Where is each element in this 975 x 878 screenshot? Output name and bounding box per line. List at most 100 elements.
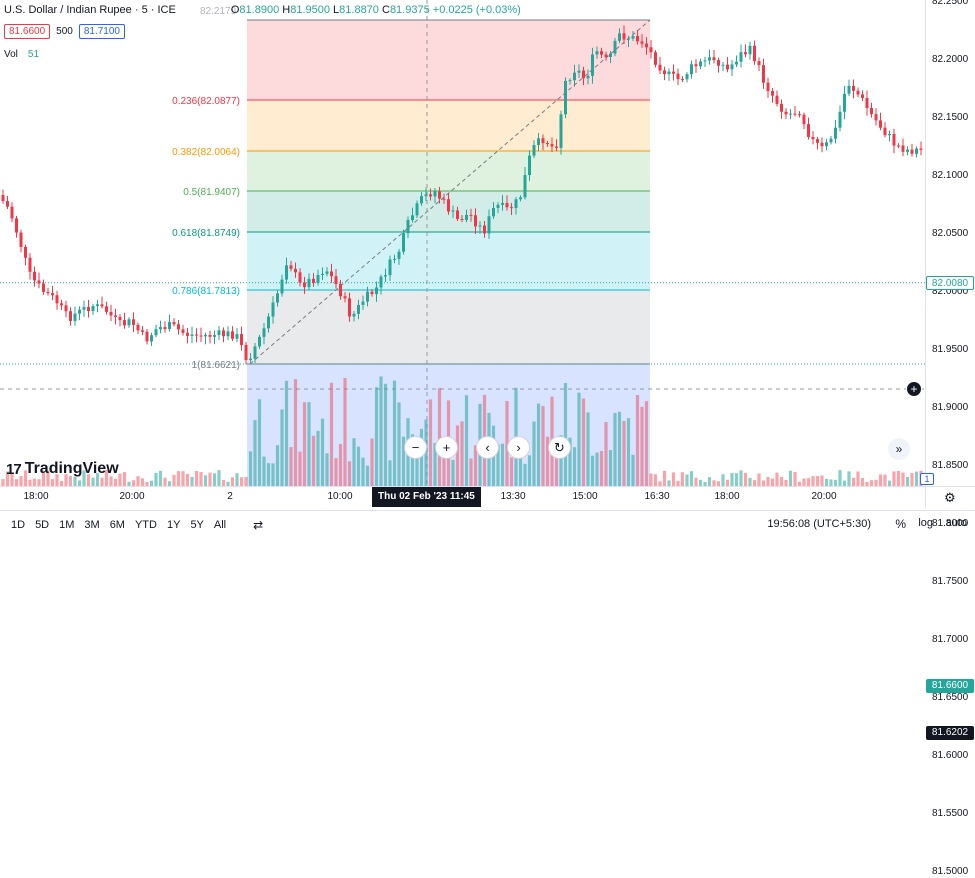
candle-body	[154, 329, 158, 336]
range-button-5y[interactable]: 5Y	[190, 518, 204, 531]
buy-button[interactable]: 81.7100	[78, 24, 125, 39]
candle-body	[100, 304, 104, 307]
time-tick: 16:30	[644, 491, 670, 502]
volume-bar	[766, 476, 770, 486]
candle-body	[325, 271, 329, 274]
volume-bar	[608, 450, 613, 486]
range-button-3m[interactable]: 3M	[84, 518, 100, 531]
volume-bar	[19, 476, 23, 486]
reset-chart-button[interactable]: ↻	[548, 436, 571, 459]
volume-bar	[428, 399, 433, 486]
chart-pane[interactable]: 0.236(82.0877) 0.382(82.0064) 0.5(81.9407)…	[0, 0, 925, 486]
candle-body	[865, 97, 869, 109]
range-button-1y[interactable]: 1Y	[166, 518, 181, 531]
candle-body	[658, 64, 662, 71]
volume-bar	[23, 470, 28, 486]
volume-bar	[208, 472, 212, 486]
range-button-1d[interactable]: 1D	[11, 518, 26, 531]
candle-body	[222, 330, 225, 337]
volume-bar	[217, 470, 221, 486]
fib-level-label: 0.382(82.0064)	[172, 147, 240, 158]
volume-bar	[95, 473, 100, 486]
candle-body	[856, 90, 860, 95]
volume-bar	[905, 476, 910, 486]
time-scale[interactable]: 20:00 18:00 16:30 15:00 13:30 10:00 2 20:00 18:0…	[0, 486, 925, 508]
volume-bar	[343, 378, 347, 486]
fib-top-label: 82.2179	[200, 6, 237, 17]
volume-bar	[415, 436, 419, 486]
clock[interactable]: 19:56:08 (UTC+5:30)	[767, 518, 871, 530]
candle-body	[807, 124, 810, 138]
scroll-left-button[interactable]: ‹	[476, 436, 499, 459]
scroll-right-button[interactable]: ›	[507, 436, 530, 459]
candle-body	[460, 218, 464, 220]
range-button-ytd[interactable]: YTD	[134, 518, 157, 531]
pane-number-badge[interactable]: 1	[920, 473, 934, 485]
candle-body	[591, 54, 594, 76]
date-range-buttons: 1D 5D 1M 3M 6M YTD 1Y 5Y All	[6, 519, 231, 531]
date-range-picker-icon[interactable]: ⇄	[253, 517, 264, 532]
add-alert-icon[interactable]: +	[906, 381, 922, 397]
candle-body	[681, 79, 684, 81]
volume-bar	[590, 455, 595, 486]
price-scale[interactable]: 82.2500 82.2000 82.1500 82.1000 82.0500 82.00…	[925, 0, 975, 877]
sell-button[interactable]: 81.6600	[4, 24, 51, 39]
volume-bar	[797, 481, 802, 486]
candle-body	[244, 345, 248, 361]
percent-scale-button[interactable]: %	[895, 517, 906, 531]
candle-body	[46, 291, 50, 294]
volume-bar	[212, 473, 217, 486]
volume-bar	[253, 420, 257, 486]
volume-bar	[527, 455, 532, 486]
candle-body	[609, 53, 612, 57]
range-button-6m[interactable]: 6M	[109, 518, 125, 531]
volume-bar	[230, 477, 235, 486]
scroll-to-realtime-button[interactable]: »	[888, 438, 910, 460]
ohlc-values: O81.8900 H81.9500 L81.8870 C81.9375 +0.0…	[231, 4, 521, 16]
open-value: 81.8900	[239, 4, 280, 16]
candle-body	[838, 111, 842, 128]
tv-logo-text: TradingView	[24, 460, 119, 477]
range-button-5d[interactable]: 5D	[35, 518, 50, 531]
tradingview-logo[interactable]: 17 TradingView	[6, 460, 119, 478]
zoom-in-button[interactable]: +	[435, 436, 458, 459]
fib-zone	[247, 151, 650, 191]
candle-body	[622, 33, 626, 40]
candle-body	[847, 85, 851, 94]
price-tick: 81.6000	[932, 750, 969, 761]
candle-body	[802, 114, 806, 125]
volume-bar	[874, 479, 878, 486]
candle-body	[685, 74, 689, 80]
gear-icon[interactable]: ⚙	[944, 490, 956, 505]
time-tick: 20:00	[119, 491, 145, 502]
auto-scale-button[interactable]: auto	[945, 517, 967, 529]
price-chart[interactable]: 0.236(82.0877) 0.382(82.0064) 0.5(81.9407)…	[0, 0, 925, 486]
candle-body	[915, 148, 918, 154]
volume-bar	[410, 434, 415, 486]
selected-range-tint	[247, 364, 650, 486]
low-value: 81.8870	[339, 4, 379, 16]
candle-body	[820, 142, 824, 147]
price-tick: 81.6500	[932, 692, 969, 703]
volume-bar	[635, 395, 640, 486]
candle-body	[136, 324, 140, 331]
candle-body	[487, 216, 491, 234]
symbol-title[interactable]: U.S. Dollar / Indian Rupee · 5 · ICE	[4, 4, 176, 16]
volume-bar	[221, 479, 226, 486]
range-button-all[interactable]: All	[213, 518, 227, 531]
volume-bar	[131, 480, 136, 486]
volume-legend[interactable]: Vol 51	[4, 49, 39, 60]
low-key: L	[333, 4, 340, 16]
volume-bar	[860, 478, 865, 486]
zoom-out-button[interactable]: −	[404, 436, 427, 459]
candle-body	[730, 64, 734, 70]
candle-body	[519, 197, 522, 200]
volume-bar	[293, 379, 298, 486]
candle-body	[861, 94, 864, 98]
volume-bar	[856, 471, 860, 486]
bid-ask-panel: 81.6600 500 81.7100	[4, 24, 125, 39]
range-button-1m[interactable]: 1M	[59, 518, 75, 531]
log-scale-button[interactable]: log	[918, 517, 933, 529]
candle-body	[186, 332, 189, 336]
volume-bar	[284, 380, 289, 486]
